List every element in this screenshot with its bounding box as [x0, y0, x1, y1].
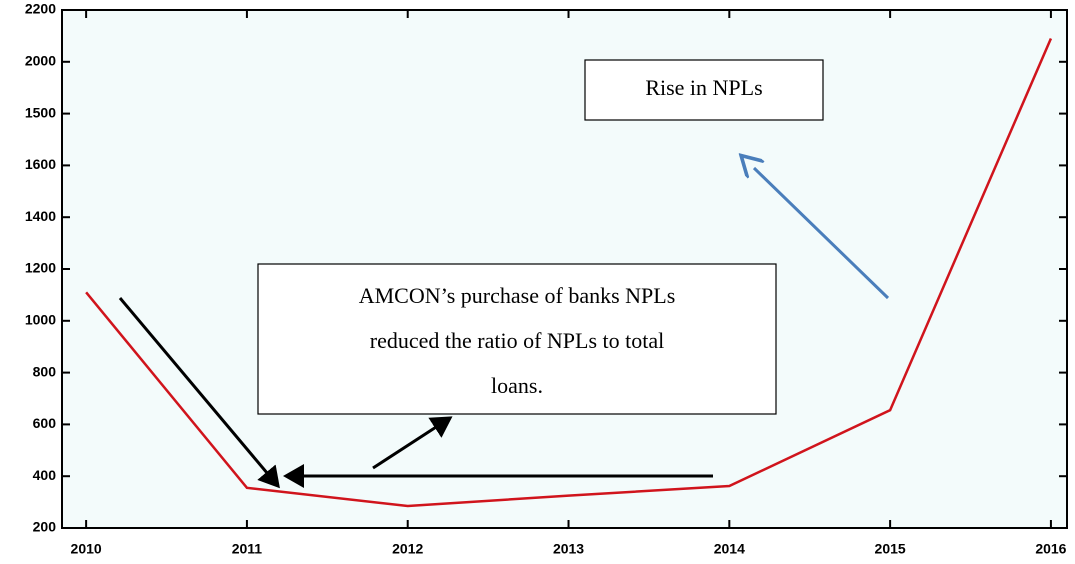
annotation-box	[257, 263, 777, 415]
x-tick-label: 2010	[71, 541, 102, 557]
x-tick-label: 2015	[875, 541, 906, 557]
annotation-box	[584, 59, 824, 121]
y-tick-label: 2000	[25, 53, 56, 69]
x-tick-label: 2016	[1035, 541, 1066, 557]
x-tick-label: 2011	[232, 541, 263, 557]
y-tick-label: 600	[33, 415, 57, 431]
annotation: loans.	[491, 373, 543, 398]
arrow	[372, 416, 453, 470]
y-tick-label: 1500	[25, 104, 56, 120]
data-line	[85, 37, 1053, 508]
y-tick-label: 200	[33, 519, 57, 535]
y-tick-label: 1200	[25, 260, 56, 276]
y-tick-label: 800	[33, 363, 57, 379]
annotation: AMCON’s purchase of banks NPLs	[359, 283, 676, 308]
x-tick-label: 2013	[553, 541, 584, 557]
arrow	[118, 297, 280, 489]
x-tick-label: 2014	[714, 541, 745, 557]
y-tick-label: 1400	[25, 208, 56, 224]
annotation: Rise in NPLs	[645, 75, 762, 100]
arrow	[754, 168, 890, 300]
y-tick-label: 400	[33, 467, 57, 483]
x-tick-label: 2012	[392, 541, 423, 557]
y-tick-label: 1600	[25, 156, 56, 172]
y-tick-label: 1000	[25, 312, 56, 328]
y-tick-label: 2200	[25, 1, 56, 17]
annotation: reduced the ratio of NPLs to total	[370, 328, 664, 353]
